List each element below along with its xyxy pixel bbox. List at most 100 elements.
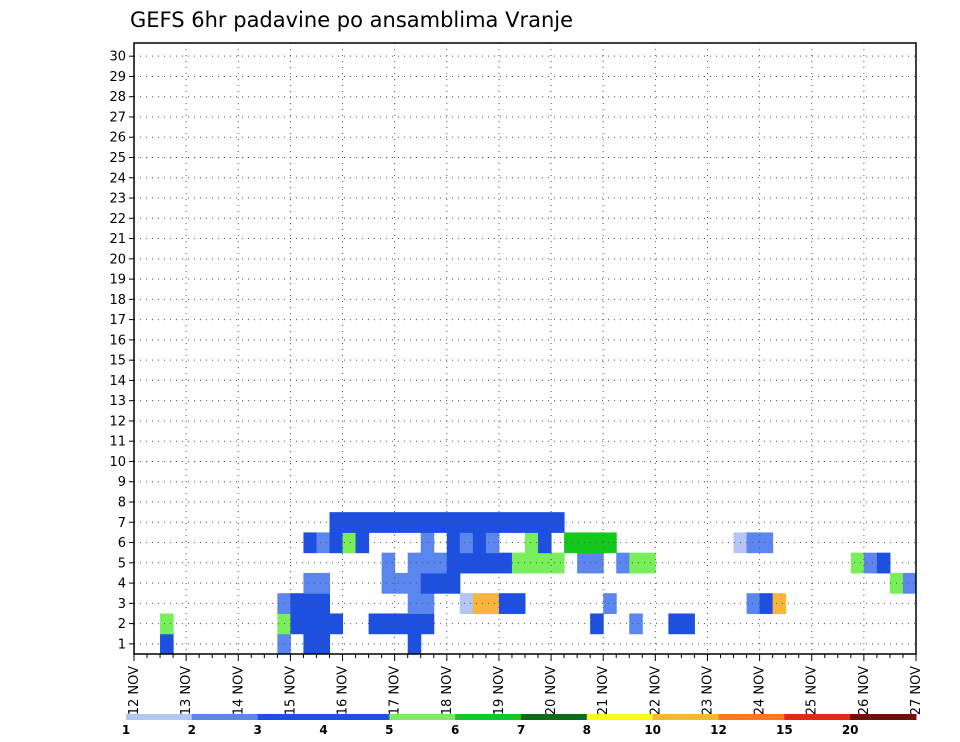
heatmap-cell <box>316 532 330 554</box>
heatmap-cell <box>407 613 422 635</box>
y-tick-label: 6 <box>118 536 126 551</box>
heatmap-cell <box>902 572 917 594</box>
heatmap-cell <box>746 532 761 554</box>
heatmap-cell <box>498 512 513 533</box>
heatmap-cell <box>629 613 643 635</box>
x-tick-label: 21 NOV <box>596 666 611 715</box>
heatmap-cell <box>485 593 500 614</box>
heatmap-cell <box>420 532 435 554</box>
heatmap-cell <box>368 512 383 533</box>
heatmap-cell <box>329 512 344 533</box>
y-tick-label: 11 <box>109 435 126 450</box>
colorbar-label: 7 <box>517 723 525 737</box>
y-tick-label: 26 <box>109 131 126 146</box>
colorbar-label: 6 <box>451 723 459 737</box>
heatmap-cell <box>303 633 317 655</box>
heatmap-cell <box>603 593 617 614</box>
heatmap-cell <box>538 552 552 574</box>
heatmap-cell <box>551 552 565 574</box>
x-tick-label: 27 NOV <box>909 666 924 715</box>
heatmap-cell <box>525 512 539 533</box>
colorbar-swatch <box>389 714 456 720</box>
colorbar-label: 2 <box>188 723 196 737</box>
colorbar-swatch <box>126 714 193 720</box>
heatmap-cell <box>368 613 383 635</box>
heatmap-cell <box>420 512 435 533</box>
heatmap-cell <box>603 532 617 554</box>
colorbar-swatch <box>784 714 851 720</box>
heatmap-cell <box>681 613 695 635</box>
heatmap-cell <box>329 532 344 554</box>
heatmap-cell <box>381 572 396 594</box>
colorbar-label: 5 <box>385 723 393 737</box>
y-tick-label: 4 <box>118 577 126 592</box>
heatmap-cell <box>850 552 865 574</box>
heatmap-cell <box>498 593 513 614</box>
y-tick-label: 30 <box>109 50 126 65</box>
y-tick-label: 16 <box>109 333 126 348</box>
heatmap-cell <box>551 512 565 533</box>
x-tick-label: 18 NOV <box>440 666 455 715</box>
colorbar-label: 8 <box>583 723 591 737</box>
colorbar-label: 15 <box>776 723 793 737</box>
heatmap-cell <box>394 572 409 594</box>
heatmap-cell <box>629 552 643 574</box>
heatmap-cell <box>381 552 396 574</box>
heatmap-cell <box>498 552 513 574</box>
heatmap-cell <box>525 532 539 554</box>
heatmap-cell <box>446 572 461 594</box>
y-axis-ticks: 1234567891011121314151617181920212223242… <box>109 50 134 652</box>
x-tick-label: 23 NOV <box>700 666 715 715</box>
y-tick-label: 29 <box>109 70 126 85</box>
colorbar-label: 12 <box>710 723 727 737</box>
heatmap-cell <box>485 532 500 554</box>
x-tick-label: 14 NOV <box>231 666 246 715</box>
colorbar-swatch <box>586 714 654 720</box>
heatmap-cell <box>538 512 552 533</box>
heatmap-cell <box>538 532 552 554</box>
heatmap-cell <box>446 532 461 554</box>
heatmap-cell <box>303 593 317 614</box>
heatmap-cell <box>407 593 422 614</box>
heatmap-cell <box>394 613 409 635</box>
colorbar-label: 20 <box>842 723 859 737</box>
chart-title: GEFS 6hr padavine po ansamblima Vranje <box>130 8 573 32</box>
x-tick-label: 22 NOV <box>648 666 663 715</box>
heatmap-cell <box>407 572 422 594</box>
heatmap-cell <box>459 593 474 614</box>
y-tick-label: 2 <box>118 617 126 632</box>
heatmap-cell <box>472 552 487 574</box>
heatmap-cell <box>642 552 656 574</box>
y-tick-label: 1 <box>118 637 126 652</box>
y-tick-label: 21 <box>109 232 126 247</box>
y-tick-label: 27 <box>109 110 126 125</box>
y-tick-label: 22 <box>109 212 126 227</box>
colorbar-swatch <box>850 714 917 720</box>
x-tick-label: 26 NOV <box>857 666 872 715</box>
heatmap-cell <box>577 532 591 554</box>
heatmap-cell <box>316 572 330 594</box>
colorbar-swatch <box>257 714 324 720</box>
heatmap-cell <box>472 532 487 554</box>
y-tick-label: 12 <box>109 414 126 429</box>
heatmap-cell <box>407 552 422 574</box>
y-tick-label: 9 <box>118 475 126 490</box>
heatmap-cell <box>577 552 591 574</box>
heatmap-cell <box>616 552 630 574</box>
colorbar-swatch <box>323 714 390 720</box>
colorbar: 1 2 3 4 5 6 7 8 10 12 15 20 <box>122 714 917 737</box>
y-tick-label: 13 <box>109 394 126 409</box>
x-tick-label: 15 NOV <box>283 666 298 715</box>
y-tick-label: 10 <box>109 455 126 470</box>
heatmap-cell <box>381 512 396 533</box>
heatmap-cell <box>303 532 317 554</box>
heatmap-cell <box>485 512 500 533</box>
y-tick-label: 8 <box>118 496 126 511</box>
heatmap-cell <box>564 532 578 554</box>
colorbar-swatch <box>652 714 719 720</box>
colorbar-label: 4 <box>319 723 327 737</box>
y-tick-label: 7 <box>118 516 126 531</box>
heatmap-cell <box>407 512 422 533</box>
heatmap-cell <box>420 593 435 614</box>
